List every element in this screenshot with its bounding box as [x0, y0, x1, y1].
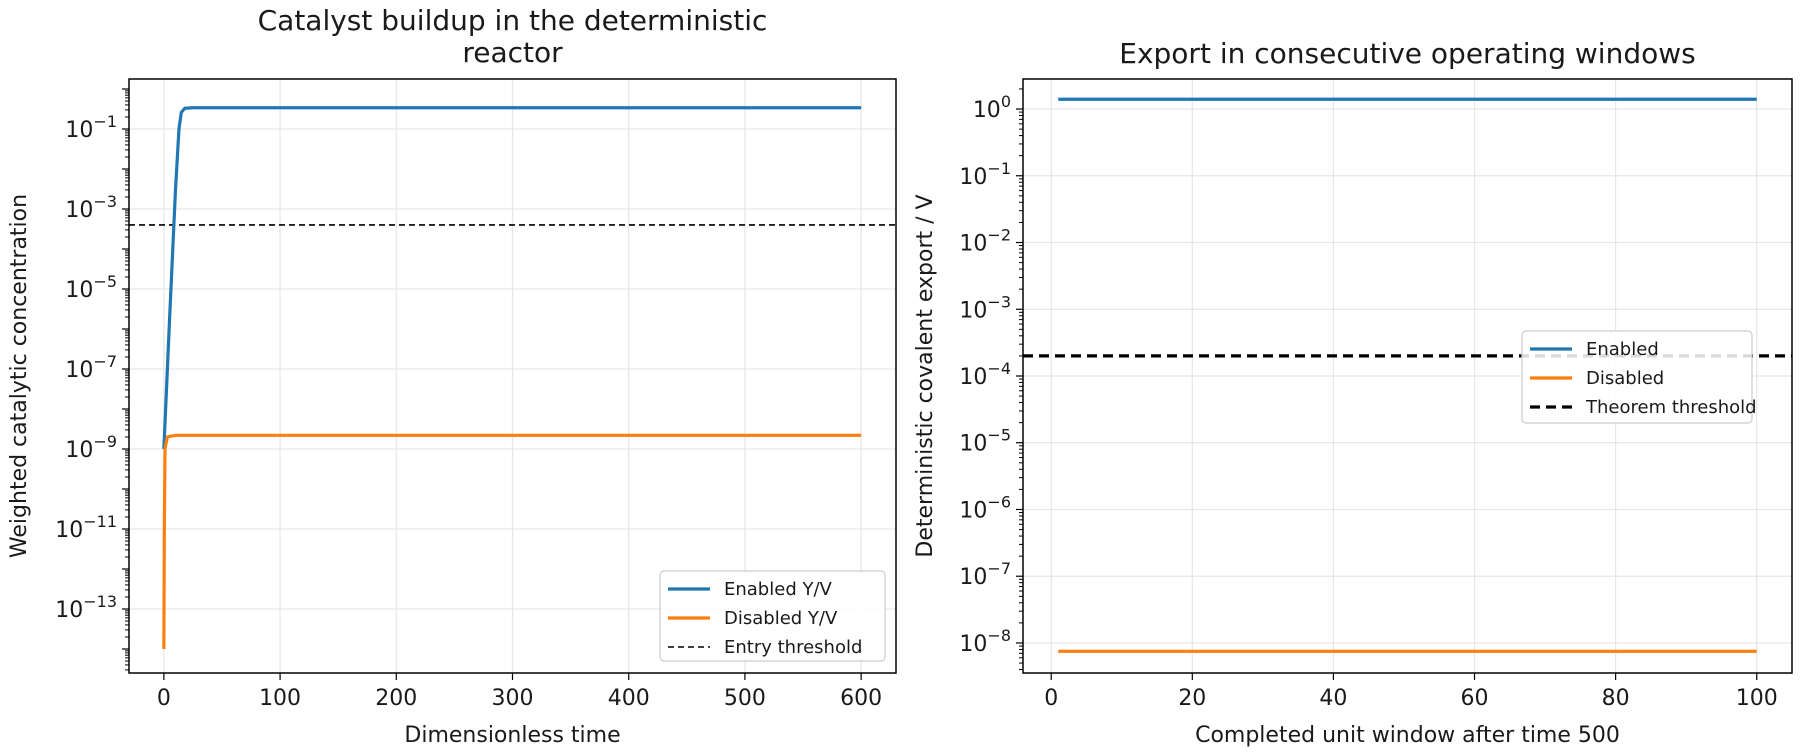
series-line: [162, 106, 862, 450]
x-tick-label: 60: [1461, 686, 1489, 711]
x-tick-label: 500: [724, 686, 766, 711]
tick-exponent: −3: [93, 192, 117, 211]
tick-base: 10: [65, 438, 93, 463]
y-tick-label: 10−1: [959, 159, 1011, 190]
tick-exponent: −6: [987, 492, 1011, 511]
tick-base: 10: [959, 565, 987, 590]
tick-exponent: −5: [987, 426, 1011, 445]
x-tick-label: 100: [1736, 686, 1778, 711]
y-tick-label: 10−11: [55, 512, 117, 543]
x-tick-label: 100: [259, 686, 301, 711]
y-tick-label: 10−13: [55, 592, 117, 623]
x-tick-label: 200: [375, 686, 417, 711]
tick-exponent: −9: [93, 432, 117, 451]
tick-exponent: −13: [83, 592, 117, 611]
x-tick-label: 80: [1602, 686, 1630, 711]
tick-base: 10: [65, 278, 93, 303]
y-tick-label: 10−7: [65, 352, 117, 383]
tick-base: 10: [55, 518, 83, 543]
x-tick-label: 0: [157, 686, 171, 711]
tick-base: 10: [959, 365, 987, 390]
tick-exponent: −3: [987, 292, 1011, 311]
legend: Enabled Disabled Theorem threshold: [1521, 330, 1757, 424]
tick-base: 10: [959, 232, 987, 257]
tick-exponent: −2: [987, 226, 1011, 245]
chart-title: reactor: [462, 36, 563, 69]
y-tick-label: 100: [973, 92, 1011, 123]
legend-label: Enabled: [1586, 339, 1659, 360]
chart-panel-2: 0 20 40 60 80 10010010−110−210−310−410−510−61…: [913, 37, 1793, 748]
x-axis-label: Dimensionless time: [404, 723, 620, 748]
y-tick-label: 10−8: [959, 626, 1011, 657]
legend-box: [659, 570, 886, 662]
series-line: [162, 433, 862, 650]
tick-base: 10: [959, 632, 987, 657]
y-tick-label: 10−6: [959, 492, 1011, 523]
x-tick-label: 400: [608, 686, 650, 711]
y-axis-label: Deterministic covalent export / V: [913, 194, 938, 557]
tick-base: 10: [959, 298, 987, 323]
x-tick-label: 40: [1319, 686, 1347, 711]
axes-frame: [1022, 78, 1793, 674]
tick-base: 10: [65, 198, 93, 223]
tick-base: 10: [959, 498, 987, 523]
tick-exponent: −11: [83, 512, 117, 531]
legend-label: Entry threshold: [724, 637, 862, 658]
tick-base: 10: [959, 432, 987, 457]
legend-label: Enabled Y/V: [724, 579, 833, 600]
y-tick-label: 10−1: [65, 112, 117, 143]
chart-panel-1: 0 100 200 300 400 500 60010−110−310−510−710−91…: [7, 4, 897, 748]
tick-base: 10: [55, 598, 83, 623]
tick-exponent: −1: [987, 159, 1011, 178]
tick-exponent: 0: [1001, 92, 1011, 111]
x-tick-label: 600: [840, 686, 882, 711]
x-tick-label: 0: [1044, 686, 1058, 711]
tick-exponent: −4: [987, 359, 1011, 378]
chart-title: Catalyst buildup in the deterministic: [258, 4, 768, 37]
legend-box: [1521, 330, 1753, 424]
legend-label: Theorem threshold: [1585, 397, 1757, 418]
tick-base: 10: [959, 165, 987, 190]
y-tick-label: 10−4: [959, 359, 1011, 390]
tick-exponent: −1: [93, 112, 117, 131]
y-tick-label: 10−7: [959, 559, 1011, 590]
x-tick-label: 300: [492, 686, 534, 711]
y-tick-label: 10−3: [959, 292, 1011, 323]
legend: Enabled Y/V Disabled Y/V Entry threshold: [659, 570, 886, 662]
tick-exponent: −7: [987, 559, 1011, 578]
x-axis-label: Completed unit window after time 500: [1195, 723, 1620, 748]
y-tick-label: 10−5: [65, 272, 117, 303]
y-tick-label: 10−9: [65, 432, 117, 463]
tick-base: 10: [65, 118, 93, 143]
y-tick-label: 10−2: [959, 226, 1011, 257]
tick-base: 10: [65, 358, 93, 383]
tick-exponent: −8: [987, 626, 1011, 645]
legend-label: Disabled: [1586, 368, 1664, 389]
y-tick-label: 10−5: [959, 426, 1011, 457]
y-tick-label: 10−3: [65, 192, 117, 223]
x-tick-label: 20: [1178, 686, 1206, 711]
y-axis-label: Weighted catalytic concentration: [7, 194, 32, 558]
series-group: [129, 106, 896, 650]
tick-exponent: −5: [93, 272, 117, 291]
legend-label: Disabled Y/V: [724, 608, 838, 629]
chart-title: Export in consecutive operating windows: [1119, 37, 1695, 70]
tick-exponent: −7: [93, 352, 117, 371]
tick-base: 10: [973, 98, 1001, 123]
